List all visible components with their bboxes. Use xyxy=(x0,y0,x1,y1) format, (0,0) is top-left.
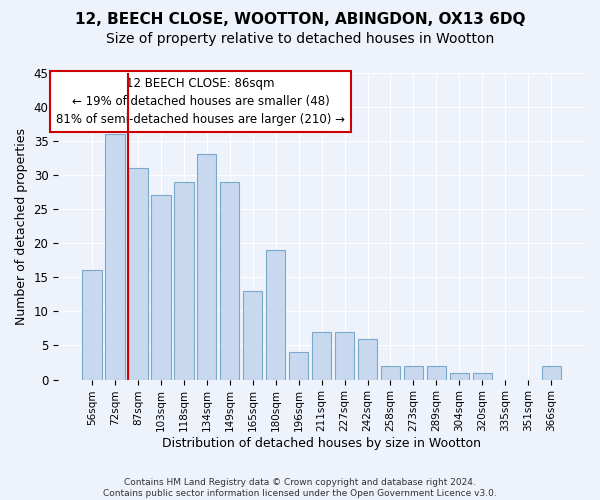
Bar xyxy=(266,250,286,380)
Bar xyxy=(449,373,469,380)
Text: 12, BEECH CLOSE, WOOTTON, ABINGDON, OX13 6DQ: 12, BEECH CLOSE, WOOTTON, ABINGDON, OX13… xyxy=(75,12,525,28)
Bar xyxy=(381,366,400,380)
Bar xyxy=(128,168,148,380)
Bar xyxy=(105,134,125,380)
Bar xyxy=(542,366,561,380)
Bar xyxy=(335,332,355,380)
Bar xyxy=(82,270,101,380)
Bar xyxy=(174,182,194,380)
Bar xyxy=(197,154,217,380)
Bar xyxy=(243,291,262,380)
Bar xyxy=(404,366,423,380)
Bar xyxy=(358,338,377,380)
Text: Size of property relative to detached houses in Wootton: Size of property relative to detached ho… xyxy=(106,32,494,46)
Bar xyxy=(473,373,492,380)
Bar xyxy=(427,366,446,380)
Text: 12 BEECH CLOSE: 86sqm
← 19% of detached houses are smaller (48)
81% of semi-deta: 12 BEECH CLOSE: 86sqm ← 19% of detached … xyxy=(56,77,345,126)
Y-axis label: Number of detached properties: Number of detached properties xyxy=(15,128,28,324)
Bar xyxy=(220,182,239,380)
Text: Contains HM Land Registry data © Crown copyright and database right 2024.
Contai: Contains HM Land Registry data © Crown c… xyxy=(103,478,497,498)
Bar xyxy=(312,332,331,380)
Bar xyxy=(289,352,308,380)
X-axis label: Distribution of detached houses by size in Wootton: Distribution of detached houses by size … xyxy=(162,437,481,450)
Bar xyxy=(151,196,170,380)
